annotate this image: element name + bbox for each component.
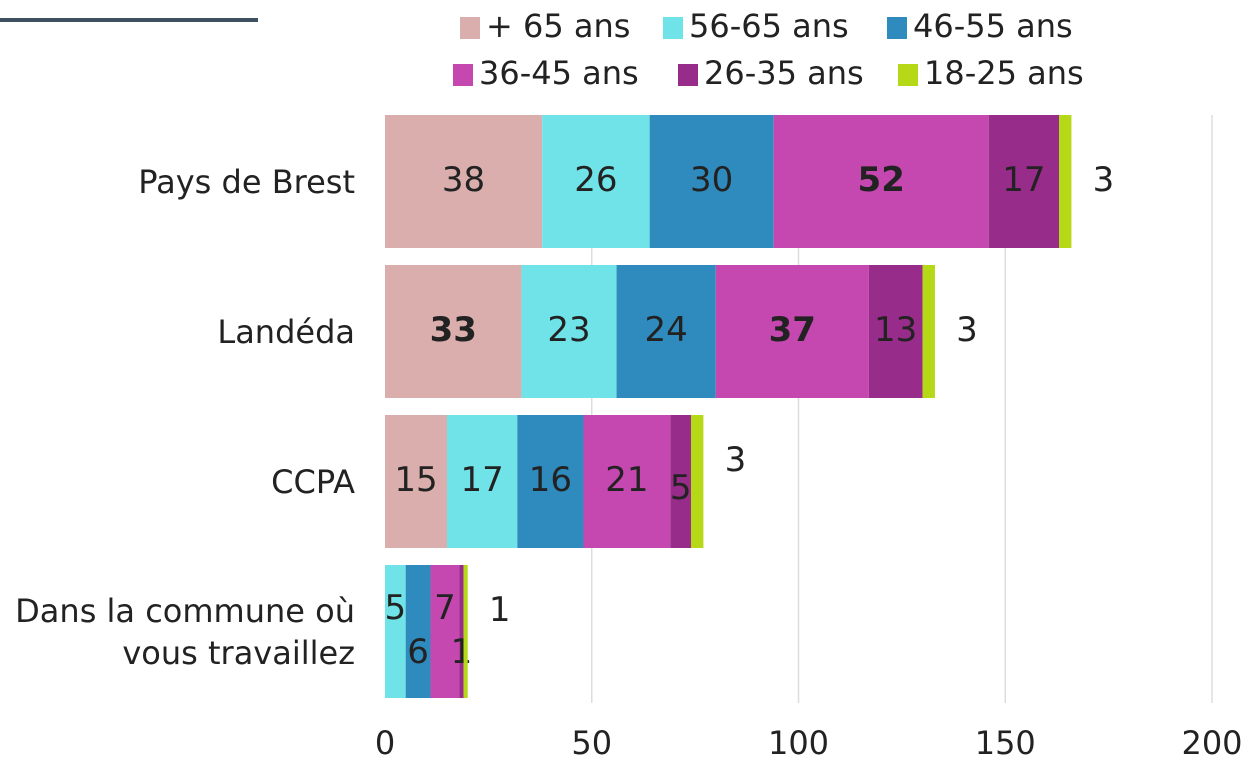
bar-segment <box>385 565 406 698</box>
legend-label: 18-25 ans <box>924 54 1084 92</box>
value-label: 37 <box>769 310 816 350</box>
bar-segment <box>463 565 468 698</box>
value-label: 17 <box>461 460 504 500</box>
bar-segment <box>385 115 543 248</box>
value-label: 1 <box>451 632 473 672</box>
value-label: 3 <box>725 440 747 480</box>
x-tick-label: 50 <box>571 724 612 762</box>
bar-segment <box>517 415 584 548</box>
bar-segment <box>447 415 518 548</box>
legend-swatch <box>663 17 683 39</box>
x-tick-label: 200 <box>1181 724 1242 762</box>
value-label: 33 <box>430 310 477 350</box>
value-label: 23 <box>547 310 590 350</box>
value-label: 1 <box>489 590 511 630</box>
category-label: Landéda <box>217 312 355 351</box>
legend-label: 56-65 ans <box>689 7 849 45</box>
value-label: 16 <box>529 460 572 500</box>
legend-label: 36-45 ans <box>479 54 639 92</box>
value-label: 15 <box>394 460 437 500</box>
value-label: 6 <box>407 632 429 672</box>
value-label: 3 <box>956 310 978 350</box>
bar-segment <box>385 415 448 548</box>
value-label: 3 <box>1093 160 1115 200</box>
legend-label: 46-55 ans <box>913 7 1073 45</box>
bar-segment <box>773 115 989 248</box>
legend-swatch <box>453 64 473 86</box>
bar-segment <box>670 415 691 548</box>
bar-segment <box>922 265 935 398</box>
bar-segment <box>690 415 704 548</box>
bar-segment <box>385 265 522 398</box>
value-label: 5 <box>385 588 407 628</box>
x-tick-label: 100 <box>768 724 829 762</box>
value-label: 38 <box>442 160 485 200</box>
category-label: Pays de Brest <box>138 162 355 201</box>
value-label: 30 <box>690 160 733 200</box>
value-label: 26 <box>574 160 617 200</box>
bar-segment <box>459 565 464 698</box>
value-label: 17 <box>1002 160 1045 200</box>
bar-segment <box>988 115 1060 248</box>
value-label: 13 <box>874 310 917 350</box>
bar-segment <box>715 265 869 398</box>
value-label: 52 <box>858 160 905 200</box>
value-label: 24 <box>645 310 688 350</box>
value-label: 7 <box>434 588 456 628</box>
x-tick-label: 150 <box>975 724 1036 762</box>
category-label: CCPA <box>271 462 355 501</box>
legend-swatch <box>678 64 698 86</box>
category-label: Dans la commune où vous travaillez <box>15 591 355 672</box>
bar-segment <box>521 265 617 398</box>
bar-segment <box>616 265 716 398</box>
value-label: 5 <box>670 468 692 508</box>
legend-label: 26-35 ans <box>704 54 864 92</box>
x-tick-label: 0 <box>375 724 395 762</box>
bar-segment <box>405 565 431 698</box>
bar-segment <box>542 115 650 248</box>
bar-segment <box>430 565 460 698</box>
bar-segment <box>868 265 923 398</box>
legend-label: + 65 ans <box>486 7 630 45</box>
value-label: 21 <box>605 460 648 500</box>
legend-swatch <box>898 64 918 86</box>
bar-segment <box>1059 115 1072 248</box>
bar-segment <box>583 415 671 548</box>
legend-swatch <box>460 17 480 39</box>
legend-swatch <box>887 17 907 39</box>
bar-segment <box>649 115 774 248</box>
